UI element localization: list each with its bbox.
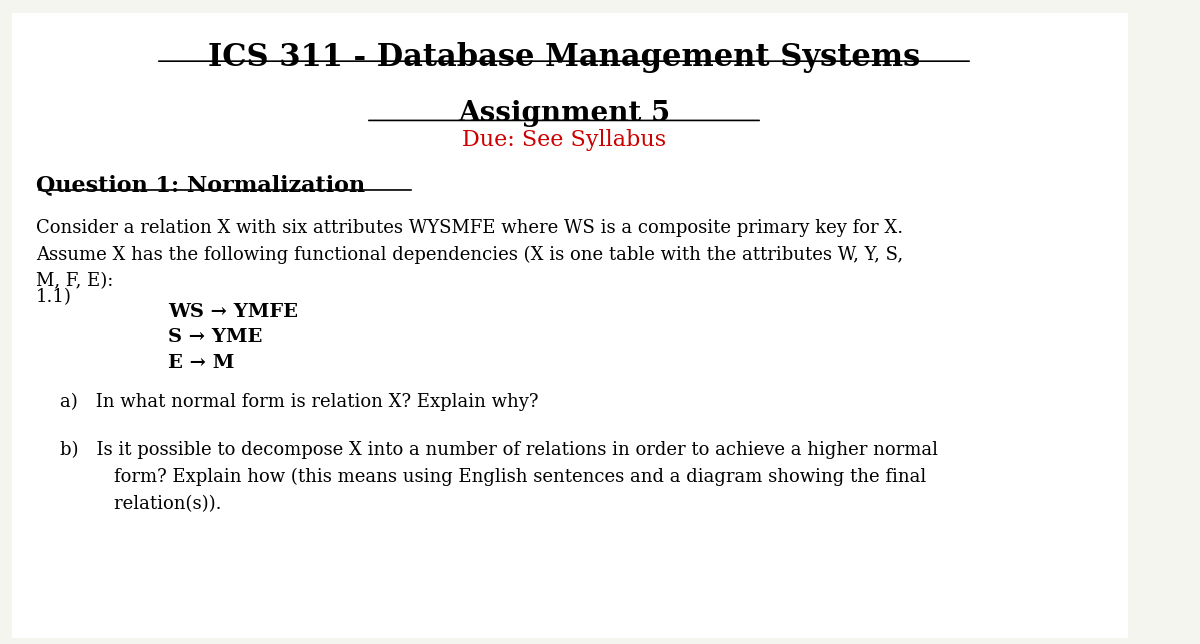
FancyBboxPatch shape bbox=[12, 13, 1128, 638]
Text: 1.1): 1.1) bbox=[36, 288, 72, 306]
Text: Assignment 5: Assignment 5 bbox=[458, 100, 670, 127]
Text: Consider a relation X with six attributes WYSMFE where WS is a composite primary: Consider a relation X with six attribute… bbox=[36, 219, 904, 290]
Text: b) Is it possible to decompose X into a number of relations in order to achieve : b) Is it possible to decompose X into a … bbox=[60, 441, 938, 513]
Text: Due: See Syllabus: Due: See Syllabus bbox=[462, 129, 666, 151]
Text: E → M: E → M bbox=[168, 354, 234, 372]
Text: S → YME: S → YME bbox=[168, 328, 263, 346]
Text: a) In what normal form is relation X? Explain why?: a) In what normal form is relation X? Ex… bbox=[60, 393, 539, 411]
Text: ICS 311 - Database Management Systems: ICS 311 - Database Management Systems bbox=[208, 42, 920, 73]
Text: Question 1: Normalization: Question 1: Normalization bbox=[36, 174, 365, 196]
Text: WS → YMFE: WS → YMFE bbox=[168, 303, 298, 321]
